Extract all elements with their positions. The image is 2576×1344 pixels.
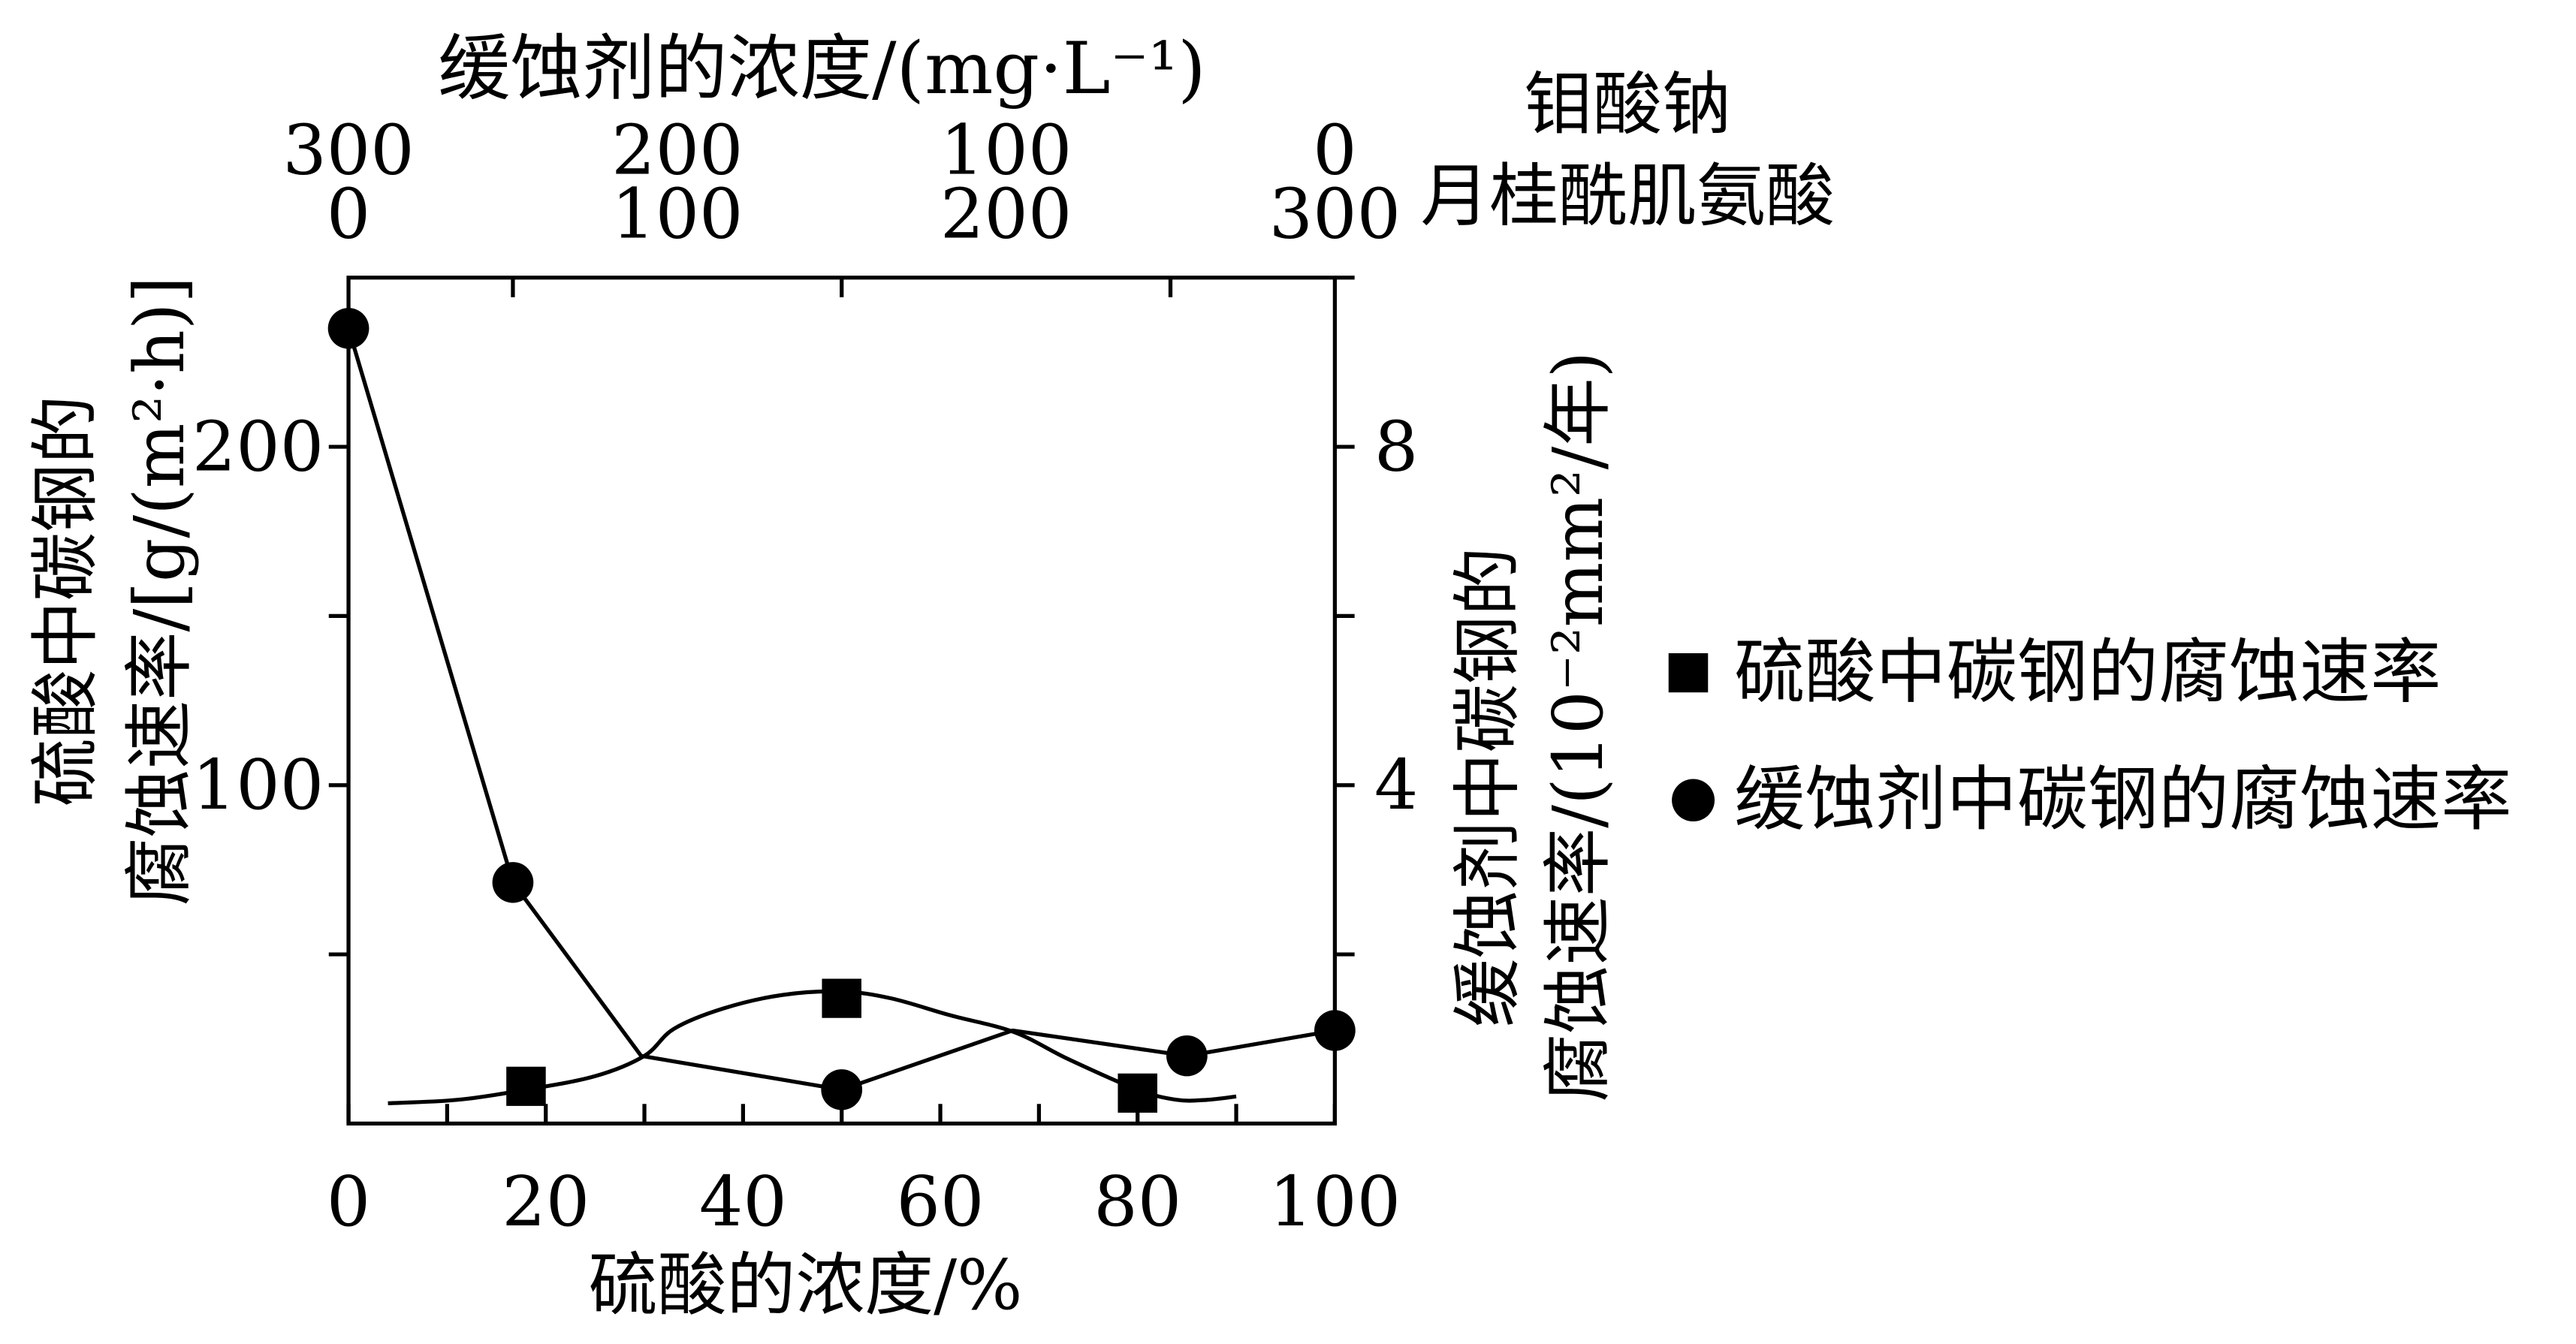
y-right-tick-label: 4 [1374,745,1418,825]
x-bottom-tick-label: 20 [502,1162,590,1242]
square-data-point [506,1066,546,1106]
x-bottom-tick-label: 80 [1093,1162,1181,1242]
x-top-tick-label: 300 [282,110,414,191]
axis-ticks [328,276,1355,1124]
square-data-point [822,978,861,1018]
x-top-tick-label: 100 [940,110,1072,191]
x-bottom-tick-label: 40 [699,1162,787,1242]
square-data-point [1118,1073,1157,1113]
x-top-tick-label: 300 [1269,174,1401,255]
circle-data-point [1314,1010,1356,1051]
x-bottom-tick-label: 100 [1269,1162,1401,1242]
left-axis-title-line-2: 腐蚀速率/[g/(m²·h)] [119,276,200,906]
bottom-axis-title: 硫酸的浓度/% [589,1245,1023,1325]
top-axis-title: 缓蚀剂的浓度/(mg·L⁻¹) [438,27,1205,111]
top-axis-row-name-2: 月桂酰肌氨酸 [1420,156,1835,237]
y-right-tick-label: 8 [1374,407,1418,487]
x-top-tick-label: 0 [327,174,370,255]
y-left-tick-label: 200 [192,407,324,487]
x-bottom-tick-label: 0 [327,1162,370,1242]
legend-circle-marker [1672,779,1715,822]
x-bottom-tick-label: 60 [897,1162,985,1242]
legend-label-circle-series: 缓蚀剂中碳钢的腐蚀速率 [1734,759,2511,841]
legend-label-square-series: 硫酸中碳钢的腐蚀速率 [1734,632,2441,714]
x-top-tick-label: 200 [940,174,1072,255]
circle-data-point [327,308,370,349]
top-axis-row-name-1: 钼酸钠 [1524,65,1731,145]
y-left-tick-label: 100 [192,745,324,825]
legend: 硫酸中碳钢的腐蚀速率 缓蚀剂中碳钢的腐蚀速率 [1668,632,2512,841]
circle-data-point [1166,1035,1208,1077]
right-axis-title-line-1: 缓蚀剂中碳钢的 [1447,547,1528,1027]
left-axis-title-line-1: 硫酸中碳钢的 [26,395,106,806]
plot-frame [346,276,1338,1126]
x-top-tick-label: 100 [611,174,743,255]
right-axis-title-line-2: 腐蚀速率/(10⁻²mm²/年) [1538,351,1618,1102]
series-markers [327,308,1356,1113]
x-top-tick-label: 200 [611,110,743,191]
circle-data-point [821,1069,863,1110]
x-top-tick-label: 0 [1313,110,1356,191]
legend-square-marker [1668,652,1709,693]
circle-data-point [492,862,534,903]
